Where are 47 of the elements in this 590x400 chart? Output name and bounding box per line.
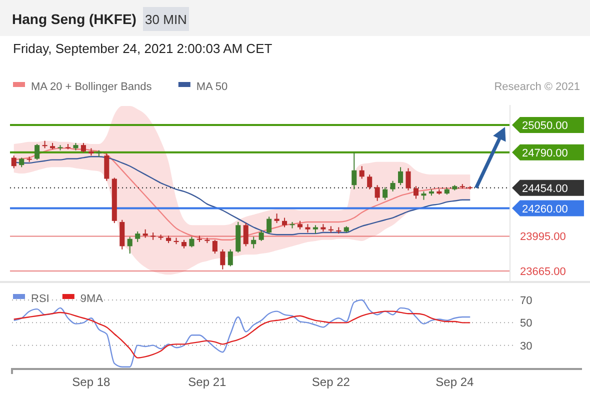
legend-label: 9MA bbox=[80, 293, 104, 305]
y-tick-label: 24790.00 bbox=[522, 147, 568, 160]
text: Research © 2021 bbox=[494, 81, 580, 93]
x-tick-label: Sep 18 bbox=[72, 375, 111, 389]
y-tick-label: 30 bbox=[520, 340, 532, 352]
candlestick bbox=[11, 155, 16, 169]
candlestick bbox=[258, 230, 264, 242]
candlestick bbox=[228, 248, 233, 267]
legend-label: MA 20 + Bollinger Bands bbox=[31, 81, 152, 93]
candlestick bbox=[406, 168, 411, 191]
candlestick bbox=[266, 216, 272, 234]
candlestick bbox=[80, 142, 86, 153]
candlestick bbox=[282, 217, 288, 228]
y-tick-label: 24454.00 bbox=[522, 182, 568, 195]
text: 30 MIN bbox=[145, 12, 187, 27]
x-tick-label: Sep 24 bbox=[436, 375, 474, 389]
candlestick bbox=[413, 186, 419, 200]
candlestick bbox=[398, 166, 404, 186]
candlestick bbox=[367, 174, 372, 190]
candlestick bbox=[274, 213, 280, 224]
y-tick-label: 25050.00 bbox=[522, 120, 568, 132]
y-tick-label: 50 bbox=[520, 318, 532, 330]
candlestick bbox=[127, 236, 132, 254]
candlestick bbox=[189, 236, 194, 248]
candlestick bbox=[19, 157, 24, 168]
chart-subtitle: Friday, September 24, 2021 2:00:03 AM CET bbox=[13, 41, 272, 56]
y-tick-label: 23995.00 bbox=[520, 231, 566, 244]
candlestick bbox=[220, 248, 226, 270]
chart-title: Hang Seng (HKFE) bbox=[12, 11, 136, 27]
y-tick-label: 23665.00 bbox=[520, 266, 566, 278]
candlestick bbox=[104, 152, 110, 182]
candlestick bbox=[390, 180, 396, 192]
candlestick bbox=[251, 236, 256, 249]
line-series bbox=[13, 310, 471, 358]
candlestick bbox=[374, 184, 380, 202]
y-tick-label: 24260.00 bbox=[522, 203, 568, 216]
x-tick-label: Sep 21 bbox=[188, 375, 227, 389]
y-tick-label: 70 bbox=[520, 295, 532, 307]
candlestick bbox=[352, 152, 357, 190]
legend-label: MA 50 bbox=[196, 81, 228, 93]
candlestick bbox=[382, 186, 388, 200]
candlestick bbox=[243, 222, 248, 247]
x-tick-label: Sep 22 bbox=[312, 375, 350, 389]
candlestick bbox=[359, 166, 364, 180]
candlestick bbox=[135, 230, 140, 243]
candlestick bbox=[212, 239, 218, 254]
candlestick bbox=[34, 143, 40, 160]
